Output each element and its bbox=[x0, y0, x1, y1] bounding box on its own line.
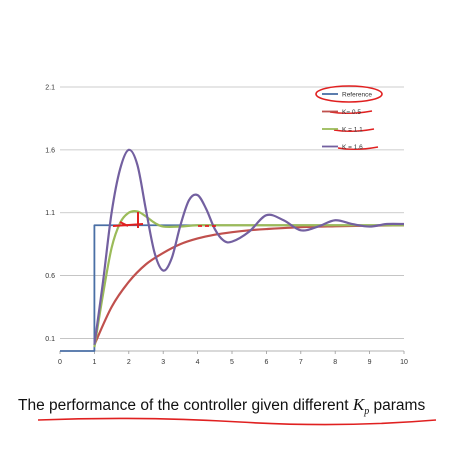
x-tick-label: 8 bbox=[333, 359, 337, 366]
overshoot-arrow-annotation bbox=[112, 212, 144, 228]
legend-underline-k05 bbox=[329, 110, 373, 114]
chart-caption: The performance of the controller given … bbox=[18, 395, 425, 417]
y-tick-label: 2.1 bbox=[45, 85, 55, 92]
series-line-1 bbox=[93, 224, 405, 346]
x-tick-label: 5 bbox=[230, 359, 234, 366]
x-tick-label: 4 bbox=[196, 359, 200, 366]
x-tick-label: 3 bbox=[161, 359, 165, 366]
y-tick-label: 1.6 bbox=[45, 147, 55, 154]
legend-label: K= 0.5 bbox=[342, 109, 361, 116]
legend-circle-annotation bbox=[315, 85, 383, 103]
series-line-3 bbox=[93, 148, 405, 345]
series-line-2 bbox=[93, 209, 404, 348]
axes: 2.1 1.6 1.1 0.6 0.1 0 1 2 3 4 5 6 7 8 9 10 bbox=[45, 85, 408, 367]
legend-underline-k16 bbox=[337, 146, 379, 150]
caption-symbol: K bbox=[352, 395, 365, 414]
y-tick-label: 0.1 bbox=[45, 336, 55, 343]
grid-lines bbox=[60, 86, 404, 339]
red-annotations bbox=[37, 85, 437, 426]
y-tick-label: 1.1 bbox=[45, 210, 55, 217]
x-tick-label: 7 bbox=[299, 359, 303, 366]
x-tick-label: 0 bbox=[58, 359, 62, 366]
y-tick-label: 0.6 bbox=[45, 273, 55, 280]
series-layer bbox=[60, 148, 405, 352]
legend-label: Reference bbox=[342, 91, 372, 98]
x-tick-label: 10 bbox=[400, 359, 408, 366]
caption-underline bbox=[37, 417, 437, 426]
x-tick-label: 9 bbox=[368, 359, 372, 366]
caption-subscript: p bbox=[364, 406, 370, 418]
legend-label: K = 1.6 bbox=[342, 144, 363, 151]
legend-underline-k11 bbox=[333, 128, 375, 132]
legend-label: K = 1.1 bbox=[342, 126, 363, 133]
x-tick-label: 1 bbox=[92, 359, 96, 366]
caption-prefix: The performance of the controller given … bbox=[18, 397, 353, 414]
x-tick-label: 2 bbox=[127, 359, 131, 366]
legend: Reference K= 0.5 K = 1.1 K = 1.6 bbox=[322, 91, 372, 151]
x-tick-label: 6 bbox=[264, 359, 268, 366]
caption-suffix: params bbox=[369, 397, 426, 414]
